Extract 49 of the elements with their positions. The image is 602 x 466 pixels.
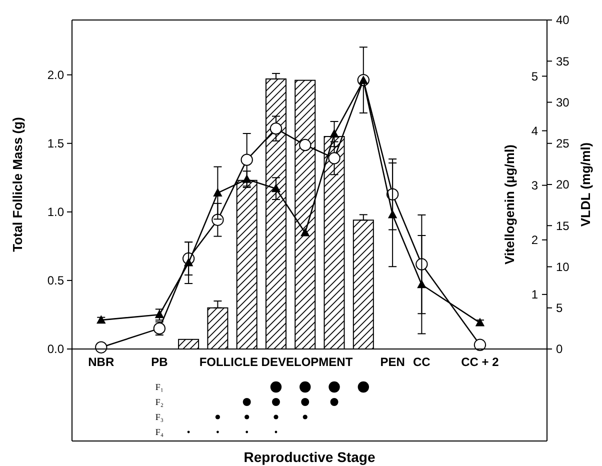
x-tick-label: CC <box>413 355 431 369</box>
x-tick-label: FOLLICLE DEVELOPMENT <box>199 355 354 369</box>
point <box>95 341 108 354</box>
text: F₂ <box>155 397 164 408</box>
y2-tick-label: 25 <box>556 136 570 151</box>
point <box>242 174 252 183</box>
y2-tick-label: 40 <box>556 13 570 28</box>
point <box>330 129 339 138</box>
point <box>240 154 253 166</box>
x-tick-label: PB <box>151 355 168 369</box>
y2-tick-label: 20 <box>556 178 570 192</box>
x-tick-label: CC + 2 <box>461 355 500 369</box>
y2-tick-label: 10 <box>556 260 570 274</box>
point <box>213 188 222 196</box>
text: F₁ <box>155 382 164 392</box>
text: F₄ <box>155 427 164 438</box>
y-tick-label: 2.0 <box>47 68 64 82</box>
y2-tick-label: 30 <box>556 95 570 110</box>
y3-tick-label: 5 <box>531 69 538 84</box>
y3-tick-label: 3 <box>531 178 538 193</box>
point <box>270 122 282 135</box>
point <box>328 152 340 164</box>
y-tick-label: 0.5 <box>47 274 64 288</box>
point <box>154 310 164 318</box>
y3-tick-label: 1 <box>531 288 538 302</box>
x-tick-label: PEN <box>380 355 405 369</box>
y3-axis-title: Vitellogenin (µg/ml) <box>502 144 517 264</box>
point <box>388 210 398 218</box>
x-tick-label: NBR <box>88 355 114 369</box>
point <box>300 228 310 236</box>
text: Reproductive Stage <box>244 449 376 465</box>
point <box>417 280 426 288</box>
y2-tick-label: 5 <box>556 301 563 316</box>
y2-tick-label: 0 <box>556 342 563 356</box>
y2-tick-label: 15 <box>556 218 570 233</box>
y-tick-label: 0.0 <box>47 342 64 356</box>
y2-axis-title: VLDL (mg/ml) <box>578 142 593 227</box>
point <box>184 258 194 266</box>
y3-tick-label: 2 <box>531 233 538 248</box>
y3-tick-label: 4 <box>531 124 538 138</box>
y2-tick-label: 35 <box>556 54 570 68</box>
point <box>299 138 312 152</box>
point <box>271 184 281 192</box>
y-tick-label: 1.0 <box>47 205 64 220</box>
y-axis-title: Total Follicle Mass (g) <box>10 117 25 252</box>
text: F₃ <box>155 412 164 422</box>
point <box>475 318 485 326</box>
y-tick-label: 1.5 <box>47 136 64 151</box>
point <box>474 338 486 351</box>
